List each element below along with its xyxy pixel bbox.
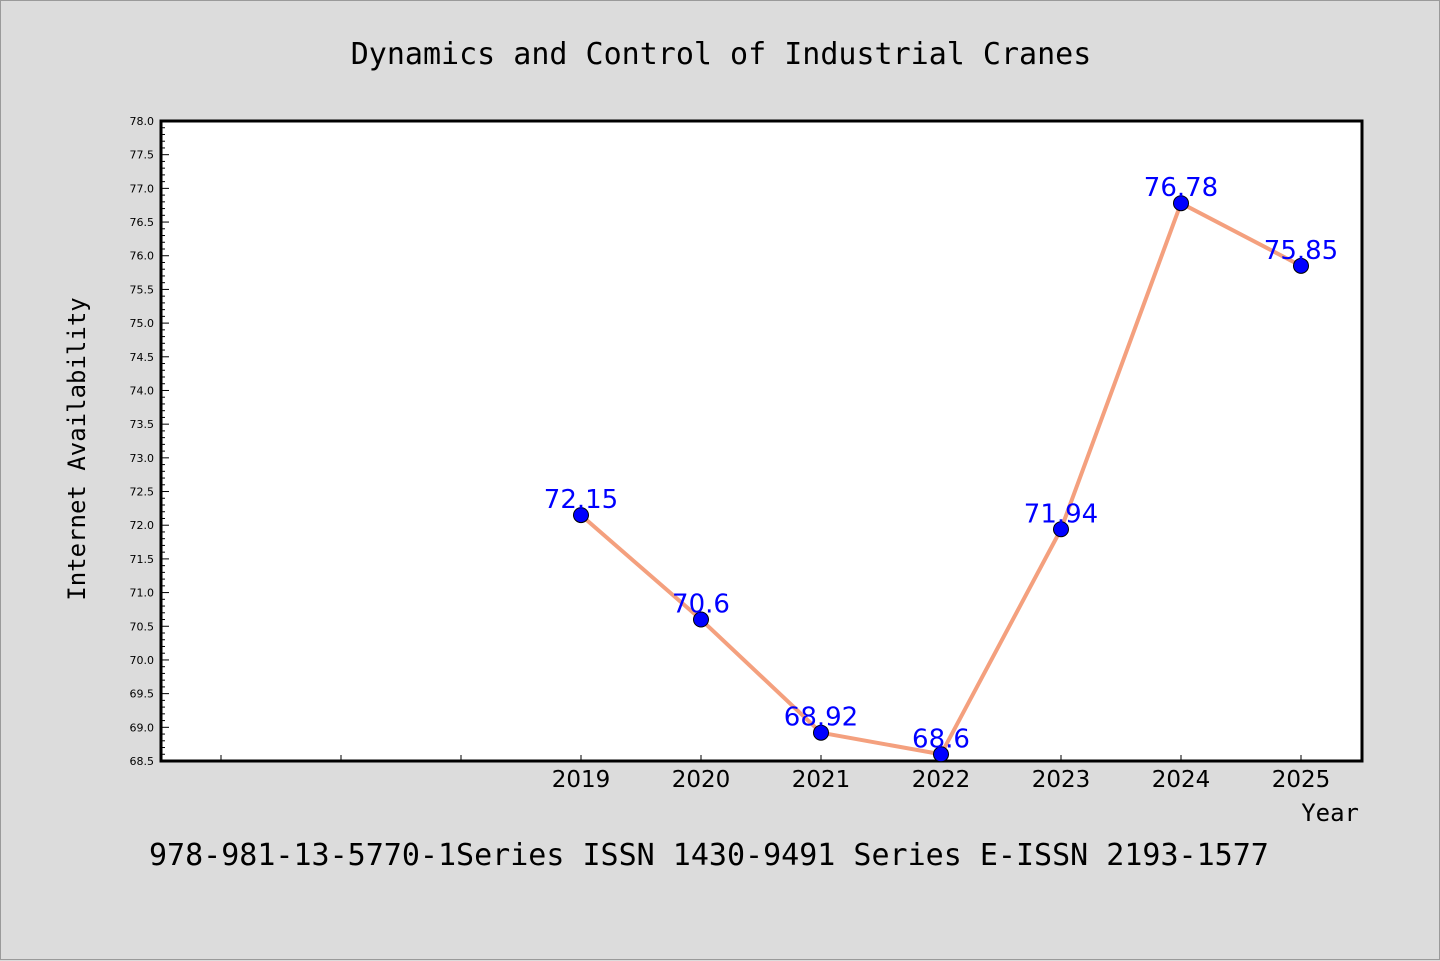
- data-point: [933, 746, 949, 763]
- y-tick-label: 71.0: [130, 587, 155, 600]
- series-line-group: 72.15 70.6 68.92 68.6 71.94 76.78 75.85: [544, 173, 1338, 763]
- y-tick-label: 77.0: [130, 182, 155, 195]
- y-tick-label: 76.0: [130, 250, 155, 263]
- y-tick-label: 73.0: [130, 452, 155, 465]
- x-tick-label: 2025: [1272, 767, 1331, 793]
- data-label: 70.6: [672, 590, 730, 620]
- y-tick-label: 72.0: [130, 519, 155, 532]
- y-tick-label: 74.0: [130, 384, 155, 397]
- data-point: [693, 611, 709, 628]
- data-point: [1293, 257, 1309, 274]
- data-label: 68.92: [784, 703, 858, 733]
- data-label: 71.94: [1024, 499, 1098, 529]
- y-tick-label: 70.5: [130, 620, 155, 633]
- x-tick-label: 2022: [912, 767, 971, 793]
- data-label: 76.78: [1144, 173, 1218, 203]
- y-axis: 68.5 69.0 69.5 70.0 70.5 71.0 71.5 72.0 72.5 73.0…: [130, 115, 169, 768]
- y-tick-label: 70.0: [130, 654, 155, 667]
- x-tick-label: 2024: [1152, 767, 1211, 793]
- y-tick-label: 72.5: [130, 486, 155, 499]
- y-axis-label: Internet Availability: [63, 297, 91, 600]
- y-tick-label: 69.5: [130, 688, 155, 701]
- footer-isbn: 978-981-13-5770-1Series ISSN 1430-9491 S…: [149, 838, 1269, 873]
- data-point: [573, 507, 589, 524]
- y-tick-label: 76.5: [130, 216, 155, 229]
- chart-title: Dynamics and Control of Industrial Crane…: [351, 37, 1092, 72]
- x-axis-label: Year: [1301, 799, 1359, 827]
- y-tick-label: 75.5: [130, 283, 155, 296]
- data-point: [1173, 195, 1189, 212]
- y-tick-label: 69.0: [130, 721, 155, 734]
- y-tick-label: 68.5: [130, 755, 155, 768]
- data-label: 75.85: [1264, 236, 1338, 266]
- y-tick-label: 77.5: [130, 149, 155, 162]
- plot-area: [159, 119, 1364, 763]
- data-label: 68.6: [912, 724, 970, 754]
- y-tick-label: 71.5: [130, 553, 155, 566]
- y-tick-label: 73.5: [130, 418, 155, 431]
- y-tick-label: 75.0: [130, 317, 155, 330]
- data-label: 72.15: [544, 485, 618, 515]
- y-tick-label: 78.0: [130, 115, 155, 128]
- x-axis: 2019 2020 2021 2022 2023 2024 2025: [220, 755, 1331, 793]
- x-tick-label: 2019: [552, 767, 611, 793]
- x-tick-label: 2020: [672, 767, 731, 793]
- x-tick-label: 2021: [792, 767, 851, 793]
- data-point: [1053, 521, 1069, 538]
- x-tick-label: 2023: [1032, 767, 1091, 793]
- data-point: [813, 724, 829, 741]
- y-tick-label: 74.5: [130, 351, 155, 364]
